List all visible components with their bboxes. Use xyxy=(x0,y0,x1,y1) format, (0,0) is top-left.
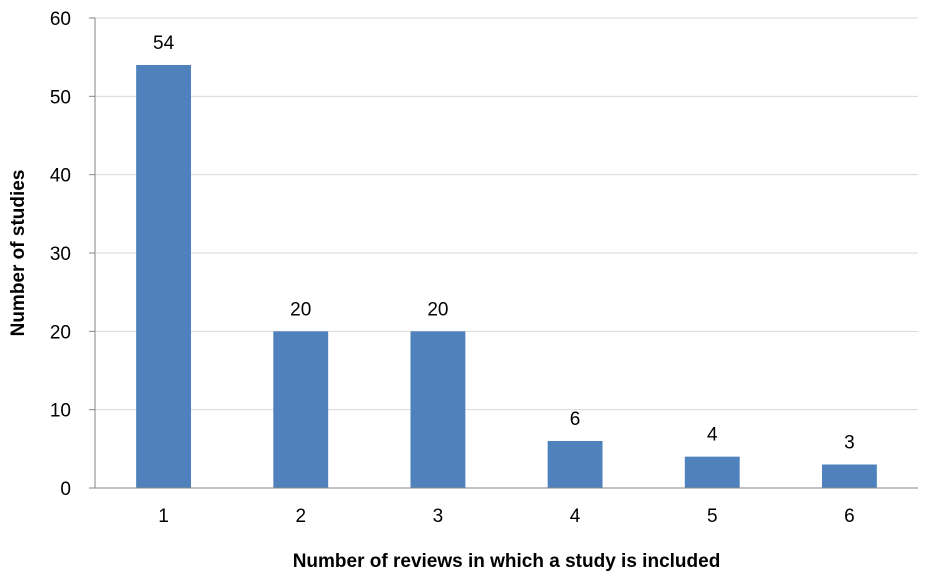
bar-2 xyxy=(273,331,329,488)
y-axis-title: Number of studies xyxy=(8,170,29,337)
bar-5 xyxy=(684,456,740,488)
data-labels: 54 20 20 6 4 3 xyxy=(153,33,855,454)
data-label: 6 xyxy=(570,409,581,430)
data-label: 20 xyxy=(290,299,311,320)
x-tick-label: 3 xyxy=(433,506,444,527)
gridlines xyxy=(95,17,918,411)
y-tick-label: 10 xyxy=(50,401,71,422)
x-tick-label: 5 xyxy=(707,506,718,527)
x-tick-label: 6 xyxy=(844,506,855,527)
y-tick-label: 0 xyxy=(60,479,71,500)
x-tick-label: 1 xyxy=(158,506,169,527)
axes: 0 10 20 30 40 50 60 1 2 3 4 5 6 xyxy=(50,9,918,527)
y-tick-label: 30 xyxy=(50,244,71,265)
data-label: 54 xyxy=(153,33,175,54)
y-tick-label: 60 xyxy=(50,9,71,30)
x-axis-title: Number of reviews in which a study is in… xyxy=(293,551,721,572)
data-label: 4 xyxy=(707,425,718,446)
x-tick-label: 4 xyxy=(570,506,581,527)
bar-1 xyxy=(136,65,192,488)
data-label: 20 xyxy=(427,299,448,320)
bars xyxy=(136,65,877,488)
y-tick-label: 40 xyxy=(50,166,71,187)
bar-6 xyxy=(821,464,877,488)
bar-3 xyxy=(410,331,466,488)
y-tick-label: 50 xyxy=(50,87,71,108)
y-tick-label: 20 xyxy=(50,322,71,343)
bar-4 xyxy=(547,441,603,488)
data-label: 3 xyxy=(844,433,855,454)
x-tick-label: 2 xyxy=(295,506,306,527)
